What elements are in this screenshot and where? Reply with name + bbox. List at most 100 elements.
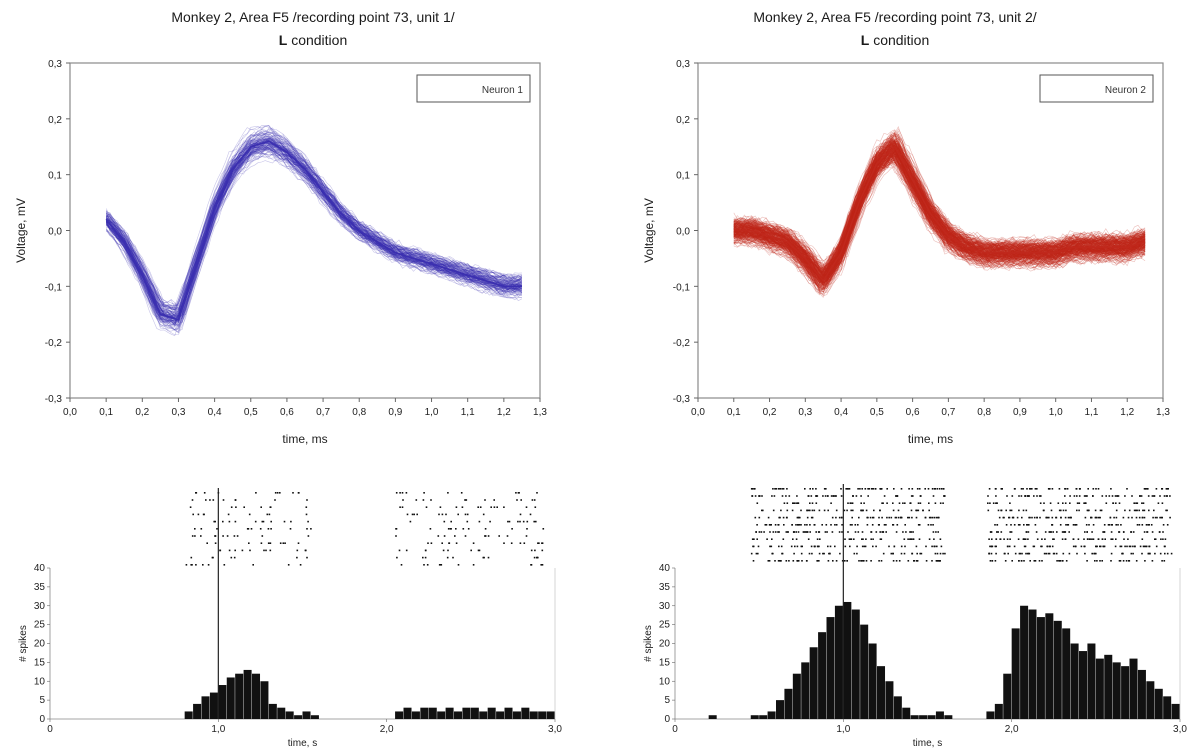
histogram-1-histogram-bar (454, 711, 463, 719)
histogram-2-spike-tick (1115, 502, 1117, 504)
waveform-2-x-tick-label: 1,0 (1049, 407, 1063, 418)
histogram-2-spike-tick (765, 524, 768, 526)
histogram-2-spike-tick (918, 538, 921, 540)
histogram-2-spike-tick (808, 552, 811, 555)
histogram-1-spike-tick (296, 549, 299, 552)
histogram-2-spike-tick (1152, 516, 1154, 519)
histogram-2-spike-tick (862, 509, 864, 512)
histogram-2-spike-tick (1092, 488, 1095, 490)
histogram-2-spike-tick (1126, 488, 1128, 490)
histogram-2-spike-tick (751, 538, 754, 540)
histogram-2-spike-tick (1153, 495, 1155, 497)
histogram-2-spike-tick (903, 538, 906, 540)
histogram-2-spike-tick (1000, 488, 1003, 490)
histogram-2-spike-tick (936, 545, 938, 548)
histogram-2-spike-tick (996, 502, 998, 504)
waveform-2-spike-trace (733, 129, 1146, 276)
histogram-2-spike-tick (880, 560, 883, 562)
histogram-2-spike-tick (822, 552, 824, 555)
histogram-2-spike-tick (928, 516, 931, 519)
waveform-1-spike-trace (106, 138, 523, 312)
waveform-1-spike-trace (105, 140, 523, 322)
waveform-2-spike-trace (733, 144, 1146, 276)
histogram-1-spike-tick (537, 542, 539, 544)
histogram-2-spike-tick (998, 516, 1001, 519)
histogram-2-spike-tick (1130, 531, 1133, 533)
histogram-1-spike-tick (424, 549, 427, 552)
histogram-1-spike-tick (510, 542, 513, 544)
histogram-2-spike-tick (768, 560, 771, 562)
histogram-1-spike-tick (306, 499, 308, 501)
histogram-2-spike-tick (933, 538, 935, 540)
waveform-2-spike-trace (733, 159, 1146, 290)
histogram-2-spike-tick (1027, 531, 1030, 533)
histogram-2-spike-tick (1040, 545, 1042, 548)
histogram-1-spike-tick (243, 506, 245, 508)
histogram-2-spike-tick (992, 502, 995, 504)
histogram-1-spike-tick (287, 564, 290, 566)
waveform-1-spike-trace (106, 134, 522, 324)
histogram-1-histogram-bar (285, 711, 294, 719)
histogram-2-spike-tick (810, 516, 813, 519)
histogram-1-histogram-bar (243, 669, 252, 719)
histogram-1-spike-tick (443, 535, 446, 537)
histogram-2-spike-tick (987, 502, 989, 504)
waveform-1-spike-trace (105, 141, 522, 327)
histogram-2-spike-tick (878, 524, 880, 526)
waveform-1-spike-trace (106, 142, 522, 317)
waveform-1-spike-trace (105, 128, 522, 319)
histogram-2-spike-tick (1009, 538, 1011, 540)
histogram-2-spike-tick (910, 531, 913, 533)
waveform-1-spike-trace (105, 138, 523, 310)
histogram-2-spike-tick (942, 502, 944, 504)
histogram-1-spike-tick (422, 556, 424, 559)
histogram-2-spike-tick (1103, 545, 1106, 548)
histogram-2-spike-tick (1155, 545, 1158, 548)
histogram-2-spike-tick (1164, 545, 1166, 548)
histogram-2-spike-tick (865, 560, 868, 562)
histogram-2-spike-tick (779, 488, 781, 490)
histogram-2-spike-tick (1122, 531, 1125, 533)
waveform-2-spike-trace (733, 155, 1146, 296)
histogram-1-spike-tick (484, 528, 487, 530)
histogram-2-spike-tick (1099, 516, 1101, 519)
waveform-2-spike-trace (733, 142, 1146, 272)
histogram-2-spike-tick (1061, 538, 1064, 540)
histogram-2-spike-tick (774, 488, 776, 490)
histogram-2-spike-tick (1148, 524, 1150, 526)
waveform-2-spike-trace (733, 152, 1146, 286)
waveform-2-spike-trace (733, 142, 1146, 276)
histogram-2-spike-tick (825, 524, 828, 526)
waveform-1-spike-trace (105, 144, 523, 324)
waveform-2-spike-trace (733, 142, 1146, 268)
waveform-2-x-tick-label: 0,2 (763, 407, 777, 418)
histogram-2-histogram-bar (1053, 620, 1062, 719)
histogram-2-spike-tick (882, 502, 884, 504)
histogram-2-spike-tick (1112, 502, 1114, 504)
histogram-2-spike-tick (1064, 502, 1067, 504)
waveform-1-spike-trace (105, 136, 523, 328)
histogram-2-spike-tick (1092, 524, 1095, 526)
waveform-1-spike-trace (106, 127, 523, 317)
histogram-1-spike-tick (274, 492, 277, 494)
waveform-2-spike-trace (733, 129, 1146, 272)
histogram-1-spike-tick (447, 528, 450, 530)
histogram-2-spike-tick (1036, 516, 1038, 519)
histogram-2-spike-tick (778, 545, 780, 548)
histogram-2-spike-tick (834, 545, 836, 548)
histogram-2-spike-tick (813, 524, 816, 526)
histogram-2-spike-tick (1119, 560, 1122, 562)
histogram-2-spike-tick (1117, 524, 1119, 526)
histogram-2-spike-tick (989, 545, 991, 548)
histogram-2-spike-tick (1049, 502, 1052, 504)
histogram-2-spike-tick (805, 560, 808, 562)
waveform-1-spike-trace (105, 140, 522, 327)
histogram-2-spike-tick (858, 516, 860, 519)
waveform-1-spike-trace (105, 131, 523, 334)
histogram-2-spike-tick (1069, 502, 1071, 504)
histogram-2-spike-tick (1169, 495, 1171, 497)
histogram-1-spike-tick (477, 506, 479, 508)
histogram-1-spike-tick (537, 556, 539, 559)
histogram-2-histogram-bar (826, 617, 835, 719)
histogram-2-spike-tick (934, 502, 937, 504)
